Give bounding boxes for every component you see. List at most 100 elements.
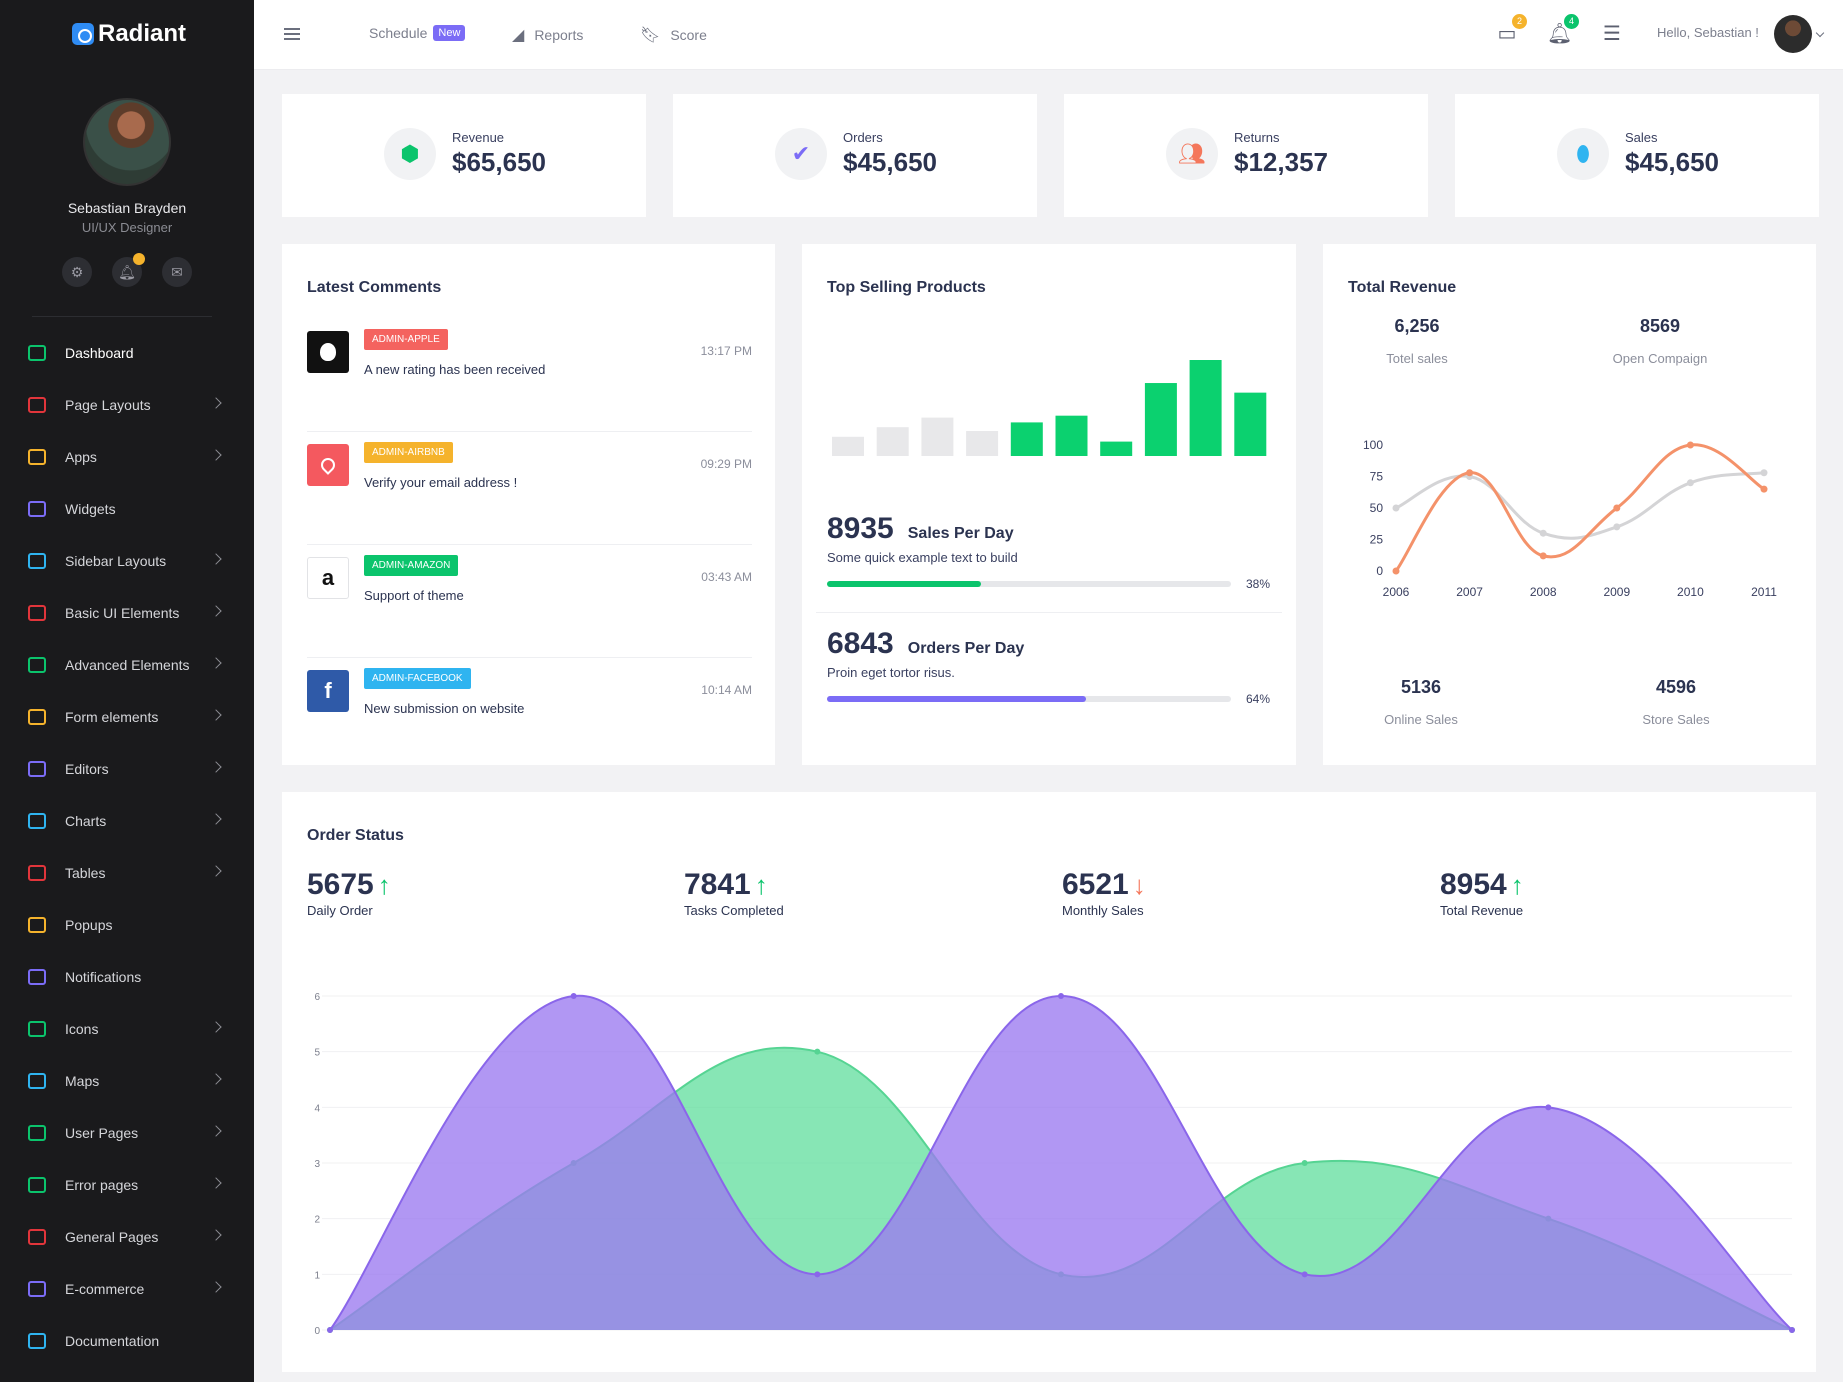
sidebar-item-tables[interactable]: Tables	[0, 847, 254, 899]
stat-value: $45,650	[1625, 147, 1719, 177]
series-point	[814, 1048, 821, 1055]
sidebar-item-maps[interactable]: Maps	[0, 1055, 254, 1107]
sidebar-item-popups[interactable]: Popups	[0, 899, 254, 951]
facebook-logo: f	[307, 670, 349, 712]
comment-tag: ADMIN-AIRBNB	[364, 442, 453, 463]
x-tick-label: 2011	[1751, 585, 1777, 599]
sidebar-item-general-pages[interactable]: General Pages	[0, 1211, 254, 1263]
order-stat-value: 7841	[684, 868, 751, 901]
x-tick-label: 2007	[1456, 585, 1483, 599]
sidebar-item-error-pages[interactable]: Error pages	[0, 1159, 254, 1211]
settings-sliders-button[interactable]: ☰	[1600, 22, 1624, 46]
avatar[interactable]	[83, 98, 171, 186]
order-stat-row: 6521 ↓	[1062, 868, 1146, 902]
sidebar-item-dashboard[interactable]: Dashboard	[0, 327, 254, 379]
orders-progress-bar	[827, 696, 1231, 702]
notifications-button[interactable]: 🔔︎	[112, 253, 145, 287]
comment-item[interactable]: f ADMIN-FACEBOOK New submission on website…	[307, 658, 752, 771]
order-status-stat: 8954 ↑ Total Revenue	[1440, 868, 1524, 918]
charts-icon	[28, 813, 46, 829]
stat-icon-wrap: 👥︎	[1166, 128, 1218, 180]
y-tick-label: 5	[314, 1048, 320, 1059]
sidebar-item-advanced-elements[interactable]: Advanced Elements	[0, 639, 254, 691]
sidebar-item-charts[interactable]: Charts	[0, 795, 254, 847]
users-icon: 👥︎	[1178, 141, 1206, 166]
sidebar-item-e-commerce[interactable]: E-commerce	[0, 1263, 254, 1315]
messages-button[interactable]: ▭ 2	[1495, 14, 1527, 46]
top-link-score[interactable]: 🔖︎ Score	[640, 25, 707, 45]
profile-card: Sebastian Brayden UI/UX Designer ⚙ 🔔︎ ✉	[0, 98, 254, 287]
arrow-up-icon: ↑	[754, 869, 768, 900]
series-point	[1392, 504, 1400, 512]
logo-glyph: a	[321, 565, 335, 590]
comment-item[interactable]: ADMIN-AIRBNB Verify your email address ! 0…	[307, 432, 752, 545]
stat-content: ⬮ Sales $45,650	[1557, 128, 1719, 180]
user-avatar[interactable]	[1774, 15, 1812, 53]
top-link-reports[interactable]: ◢ Reports	[512, 25, 583, 45]
sidebar-item-apps[interactable]: Apps	[0, 431, 254, 483]
settings-button[interactable]: ⚙	[62, 257, 92, 287]
stat-card-returns: 👥︎ Returns $12,357	[1064, 94, 1428, 217]
sidebar-item-label: Notifications	[65, 969, 142, 985]
sliders-icon: ☰	[1603, 23, 1621, 45]
notification-dot	[133, 253, 145, 265]
series-point	[1301, 1160, 1308, 1166]
advanced-elements-icon	[28, 657, 46, 673]
notifications-count: 4	[1564, 14, 1579, 29]
top-link-schedule[interactable]: Schedule New	[369, 25, 466, 41]
orders-per-day-title: Orders Per Day	[907, 640, 1025, 657]
sidebar-item-notifications[interactable]: Notifications	[0, 951, 254, 1003]
chevron-right-icon	[210, 813, 222, 825]
sidebar-item-page-layouts[interactable]: Page Layouts	[0, 379, 254, 431]
sidebar-item-icons[interactable]: Icons	[0, 1003, 254, 1055]
mail-button[interactable]: ✉	[162, 257, 192, 287]
comment-item[interactable]: a ADMIN-AMAZON Support of theme 03:43 AM	[307, 545, 752, 658]
gear-icon	[28, 1333, 46, 1349]
bar-4	[1010, 422, 1043, 456]
stat-card-revenue: ⬢ Revenue $65,650	[282, 94, 646, 217]
hamburger-menu-icon[interactable]	[284, 28, 300, 40]
chevron-down-icon[interactable]	[1815, 28, 1825, 38]
y-tick-label: 0	[314, 1326, 320, 1337]
orders-per-day-sub: Proin eget tortor risus.	[827, 665, 955, 680]
flag-icon	[28, 1177, 46, 1193]
series-point	[1058, 993, 1064, 999]
series-point	[814, 1271, 821, 1278]
sales-per-day-sub: Some quick example text to build	[827, 550, 1018, 565]
order-stat-row: 7841 ↑	[684, 868, 784, 902]
sales-per-day-title: Sales Per Day	[907, 525, 1014, 542]
series-point	[1539, 529, 1547, 537]
series-point	[1686, 479, 1694, 487]
sidebar-item-basic-ui-elements[interactable]: Basic UI Elements	[0, 587, 254, 639]
airbnb-logo	[307, 444, 349, 486]
store-sales-value: 4596	[1655, 677, 1697, 697]
chevron-right-icon	[210, 865, 222, 877]
order-stat-value: 5675	[307, 868, 374, 901]
comment-item[interactable]: ADMIN-APPLE A new rating has been receive…	[307, 319, 752, 432]
comment-text: Verify your email address !	[364, 475, 518, 490]
stat-value: $65,650	[452, 147, 546, 177]
chevron-right-icon	[210, 1073, 222, 1085]
series-point	[327, 1327, 333, 1333]
latest-comments-title: Latest Comments	[307, 279, 442, 296]
sidebar-item-widgets[interactable]: Widgets	[0, 483, 254, 535]
sidebar-item-user-pages[interactable]: User Pages	[0, 1107, 254, 1159]
sidebar: Radiant Sebastian Brayden UI/UX Designer…	[0, 0, 254, 1382]
radiant-logo-icon	[72, 23, 94, 45]
order-stat-label: Tasks Completed	[684, 903, 784, 918]
sidebar-item-form-elements[interactable]: Form elements	[0, 691, 254, 743]
comment-time: 03:43 AM	[701, 570, 752, 584]
sidebar-item-editors[interactable]: Editors	[0, 743, 254, 795]
sidebar-item-label: Charts	[65, 813, 107, 829]
y-tick-label: 1	[314, 1270, 320, 1281]
sidebar-item-documentation[interactable]: Documentation	[0, 1315, 254, 1367]
sidebar-item-sidebar-layouts[interactable]: Sidebar Layouts	[0, 535, 254, 587]
notifications-top-button[interactable]: 🔔︎ 4	[1547, 14, 1579, 46]
stat-content: 👥︎ Returns $12,357	[1166, 128, 1328, 180]
online-sales-label: Online Sales	[1384, 712, 1458, 727]
chevron-right-icon	[210, 761, 222, 773]
order-stat-label: Monthly Sales	[1062, 903, 1144, 918]
x-tick-label: 2009	[1603, 585, 1630, 599]
bar-8	[1189, 360, 1222, 456]
brand-logo[interactable]: Radiant	[72, 20, 186, 48]
